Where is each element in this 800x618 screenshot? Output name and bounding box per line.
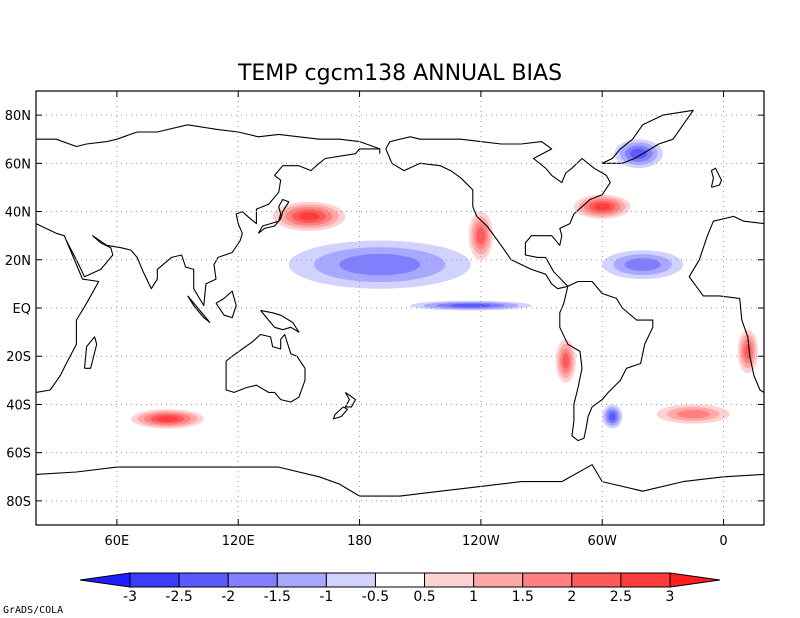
colorbar-label: -2.5 — [165, 589, 192, 605]
bias-region-benguela-angola — [737, 329, 758, 374]
y-axis-ticks: 80N 60N 40N 20N EQ 20S 40S 60S 80S — [5, 109, 764, 510]
bias-contour — [339, 253, 421, 276]
y-tick-label: 60N — [5, 157, 31, 172]
bias-contour — [298, 212, 320, 221]
bias-region-south-atlantic — [656, 404, 730, 424]
bias-contour — [624, 258, 661, 272]
colorbar-box — [129, 572, 180, 588]
colorbar-box — [276, 572, 327, 588]
bias-field — [131, 139, 758, 429]
colorbar-box — [325, 572, 376, 588]
coastline — [65, 148, 381, 307]
bias-region-north-atlantic-subtropics — [602, 250, 684, 280]
coastline — [559, 280, 654, 442]
coastline — [36, 223, 100, 393]
colorbar-arrow-high — [669, 572, 721, 588]
x-tick-label: 60W — [588, 534, 618, 549]
x-axis-ticks: 60E 120E 180 120W 60W 0 — [105, 91, 728, 549]
x-tick-label: 60E — [105, 534, 130, 549]
bias-region-brazil-malvinas — [602, 404, 623, 429]
coastline — [688, 215, 764, 393]
x-tick-label: 180 — [347, 534, 372, 549]
colorbar-arrow-low — [79, 572, 131, 588]
coastline — [260, 309, 300, 333]
colorbar-box — [227, 572, 278, 588]
bias-region-peru-coast — [555, 339, 576, 383]
colorbar-label: 2 — [567, 589, 576, 605]
y-tick-label: 40S — [6, 398, 31, 413]
bias-contour — [449, 303, 492, 308]
y-tick-label: 60S — [6, 447, 31, 462]
colorbar-box — [178, 572, 229, 588]
bias-contour — [562, 353, 570, 369]
coastline — [187, 295, 211, 324]
colorbar: -3 -2.5 -2 -1.5 -1 -0.5 0.5 1 1.5 2 2.5 3 — [79, 572, 721, 605]
y-tick-label: 20S — [6, 350, 31, 365]
colorbar-label: 3 — [666, 589, 675, 605]
coastline — [36, 464, 764, 497]
colorbar-box — [473, 572, 524, 588]
colorbar-box — [424, 572, 475, 588]
bias-contour — [677, 409, 710, 419]
bias-region-equatorial-pacific — [410, 300, 532, 311]
coastlines — [36, 109, 764, 497]
coastline — [385, 136, 611, 290]
colorbar-box — [522, 572, 573, 588]
colorbar-label: 0.5 — [413, 589, 435, 605]
bias-contour — [630, 148, 648, 159]
chart-title: TEMP cgcm138 ANNUAL BIAS — [237, 61, 562, 86]
colorbar-box — [571, 572, 622, 588]
x-tick-label: 120W — [462, 534, 500, 549]
coastline — [225, 333, 306, 403]
bias-contour — [608, 412, 616, 421]
colorbar-box — [374, 572, 426, 588]
bias-contour — [157, 416, 178, 422]
colorbar-label: 1 — [469, 589, 478, 605]
coastline — [257, 198, 290, 234]
colorbar-label: -3 — [123, 589, 137, 605]
coastline — [36, 124, 380, 150]
coastline — [83, 336, 98, 369]
colorbar-label: -1 — [319, 589, 333, 605]
bias-region-california-coast — [468, 211, 494, 260]
bias-region-kuroshio-extension — [272, 201, 346, 231]
colorbar-box — [620, 572, 671, 588]
colorbar-label: -0.5 — [362, 589, 389, 605]
colorbar-label: 1.5 — [512, 589, 534, 605]
bias-contour — [476, 227, 486, 245]
bias-region-labrador-sea — [614, 139, 663, 169]
colorbar-label: -1.5 — [264, 589, 291, 605]
bias-region-south-indian-ocean — [131, 409, 204, 429]
y-tick-label: 80S — [6, 495, 31, 510]
y-tick-label: 40N — [5, 206, 31, 221]
y-tick-label: 80N — [5, 109, 31, 124]
colorbar-label: -2 — [221, 589, 235, 605]
y-tick-label: 20N — [5, 254, 31, 269]
coastline — [710, 167, 723, 188]
x-tick-label: 0 — [719, 534, 727, 549]
x-tick-label: 120E — [222, 534, 255, 549]
credit-label: GrADS/COLA — [3, 605, 63, 616]
coastline — [332, 406, 348, 420]
y-tick-label: EQ — [13, 302, 31, 317]
colorbar-label: 2.5 — [610, 589, 632, 605]
coastline — [601, 109, 694, 164]
bias-region-north-pacific-subtropics — [288, 240, 471, 289]
coastline — [344, 391, 357, 408]
coastline — [215, 290, 237, 319]
